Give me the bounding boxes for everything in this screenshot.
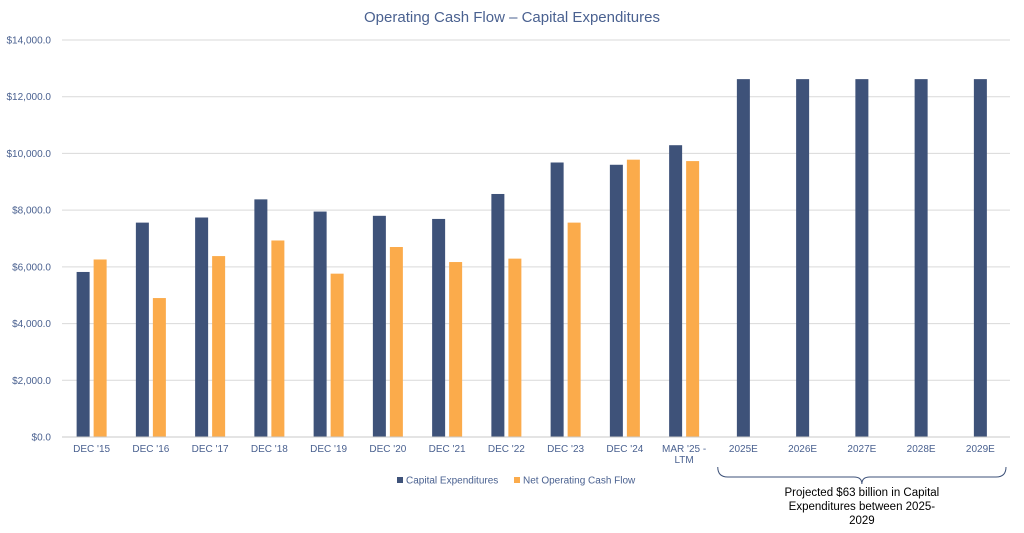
legend: Capital Expenditures Net Operating Cash F… bbox=[397, 476, 636, 487]
bar-net-operating-cash-flow bbox=[686, 161, 700, 437]
y-tick-label: $2,000.0 bbox=[12, 376, 51, 387]
legend-label: Net Operating Cash Flow bbox=[523, 476, 636, 487]
y-tick-label: $12,000.0 bbox=[7, 92, 52, 103]
y-tick-label: $8,000.0 bbox=[12, 206, 51, 217]
y-tick-label: $14,000.0 bbox=[7, 36, 52, 47]
bar-capital-expenditures bbox=[491, 193, 505, 437]
bar-capital-expenditures bbox=[796, 79, 810, 437]
bar-net-operating-cash-flow bbox=[93, 259, 107, 437]
y-tick-label: $10,000.0 bbox=[7, 149, 52, 160]
bars bbox=[76, 79, 987, 437]
x-tick-label: MAR '25 -LTM bbox=[662, 444, 706, 466]
x-tick-label: DEC '15 bbox=[73, 444, 110, 455]
bar-net-operating-cash-flow bbox=[212, 256, 226, 437]
x-tick-label: DEC '23 bbox=[547, 444, 584, 455]
x-tick-label: DEC '20 bbox=[369, 444, 406, 455]
x-tick-label: DEC '18 bbox=[251, 444, 288, 455]
x-tick-label: DEC '22 bbox=[488, 444, 525, 455]
x-tick-label: DEC '19 bbox=[310, 444, 347, 455]
y-axis-tick-labels: $0.0 $2,000.0 $4,000.0 $6,000.0 $8,000.0 $10,… bbox=[7, 36, 52, 444]
projection-annotation: Projected $63 billion in Capital Expendit… bbox=[717, 466, 1007, 527]
bar-capital-expenditures bbox=[313, 211, 327, 437]
x-tick-label: DEC '16 bbox=[132, 444, 169, 455]
x-tick-label: DEC '24 bbox=[606, 444, 643, 455]
y-tick-label: $0.0 bbox=[32, 433, 52, 444]
bar-net-operating-cash-flow bbox=[567, 222, 581, 437]
bar-net-operating-cash-flow bbox=[449, 262, 463, 437]
bar-net-operating-cash-flow bbox=[626, 159, 640, 437]
annotation-text-line: Projected $63 billion in Capital bbox=[785, 487, 940, 499]
x-tick-label: 2028E bbox=[907, 444, 936, 455]
bar-capital-expenditures bbox=[669, 145, 683, 437]
bar-capital-expenditures bbox=[973, 79, 987, 437]
x-tick-label: DEC '17 bbox=[192, 444, 229, 455]
bar-capital-expenditures bbox=[914, 79, 928, 437]
bar-capital-expenditures bbox=[195, 217, 209, 437]
legend-label: Capital Expenditures bbox=[406, 476, 498, 487]
bar-capital-expenditures bbox=[855, 79, 869, 437]
bar-capital-expenditures bbox=[372, 215, 386, 437]
bar-net-operating-cash-flow bbox=[271, 240, 285, 437]
y-tick-label: $4,000.0 bbox=[12, 319, 51, 330]
bar-capital-expenditures bbox=[254, 199, 268, 437]
bar-net-operating-cash-flow bbox=[330, 273, 344, 437]
chart-title: Operating Cash Flow – Capital Expenditur… bbox=[364, 9, 660, 26]
annotation-text-line: 2029 bbox=[849, 515, 875, 527]
bar-capital-expenditures bbox=[135, 222, 149, 437]
bar-capital-expenditures bbox=[609, 164, 623, 437]
bar-net-operating-cash-flow bbox=[508, 258, 522, 437]
x-tick-label: 2026E bbox=[788, 444, 817, 455]
legend-swatch bbox=[397, 477, 403, 483]
annotation-brace bbox=[717, 466, 1007, 485]
y-tick-label: $6,000.0 bbox=[12, 262, 51, 273]
legend-swatch bbox=[514, 477, 520, 483]
bar-capital-expenditures bbox=[432, 218, 446, 437]
x-axis-tick-labels: DEC '15 DEC '16 DEC '17 DEC '18 DEC '19 DEC '… bbox=[73, 444, 995, 466]
x-tick-label: 2027E bbox=[847, 444, 876, 455]
x-tick-label: DEC '21 bbox=[429, 444, 466, 455]
bar-net-operating-cash-flow bbox=[389, 247, 403, 437]
annotation-text-line: Expenditures between 2025- bbox=[789, 501, 936, 513]
bar-capital-expenditures bbox=[736, 79, 750, 437]
x-tick-label: 2029E bbox=[966, 444, 995, 455]
bar-net-operating-cash-flow bbox=[152, 298, 166, 437]
x-tick-label: 2025E bbox=[729, 444, 758, 455]
bar-capital-expenditures bbox=[550, 162, 564, 437]
bar-capital-expenditures bbox=[76, 271, 90, 437]
